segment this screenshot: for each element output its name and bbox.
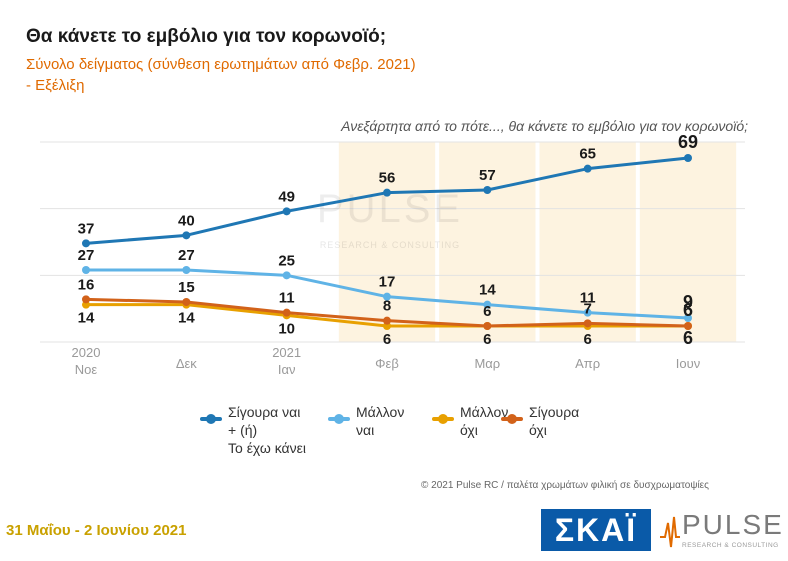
- legend-label-line: ναι: [356, 422, 375, 438]
- legend-label-line: Σίγουρα ναι: [228, 404, 301, 420]
- data-point: [182, 266, 191, 274]
- data-point: [583, 308, 592, 317]
- data-label: 11: [279, 290, 295, 307]
- watermark-tag: RESEARCH & CONSULTING: [320, 240, 460, 250]
- data-point: [82, 239, 90, 248]
- pulse-logo-tag: RESEARCH & CONSULTING: [682, 542, 779, 549]
- legend-label-line: όχι: [529, 422, 547, 438]
- chart-title: Θα κάνετε το εμβόλιο για τον κορωνοϊό;: [26, 26, 387, 47]
- data-label: 69: [678, 132, 698, 152]
- data-label: 40: [178, 212, 195, 229]
- survey-question: Ανεξάρτητα από το πότε..., θα κάνετε το …: [341, 118, 748, 134]
- data-point: [383, 292, 391, 301]
- data-label: 10: [278, 320, 295, 337]
- legend-label: Μάλλον ναι: [356, 403, 404, 439]
- data-label: 6: [383, 331, 391, 348]
- data-point: [583, 319, 592, 328]
- legend-swatch: [200, 414, 222, 424]
- legend-label-line: + (ή): [228, 422, 258, 438]
- x-tick-label: Νοε: [75, 362, 98, 377]
- x-tick-label: Δεκ: [176, 356, 197, 371]
- chart-subtitle: Σύνολο δείγματος (σύνθεση ερωτημάτων από…: [26, 56, 416, 73]
- survey-date: 31 Μαΐου - 2 Ιουνίου 2021: [6, 522, 187, 539]
- data-label: 6: [483, 303, 491, 320]
- legend-swatch: [432, 414, 454, 424]
- data-label: 9: [683, 292, 693, 312]
- data-label: 57: [479, 167, 496, 184]
- legend-label-line: Μάλλον: [356, 404, 405, 420]
- pulse-logo: PULSE RESEARCH & CONSULTING: [660, 509, 782, 553]
- data-label: 37: [78, 220, 95, 237]
- data-label: 49: [278, 188, 295, 205]
- legend-label: Σίγουρα όχι: [529, 403, 579, 439]
- data-label: 6: [483, 331, 491, 348]
- legend-swatch: [328, 414, 350, 424]
- data-label: 8: [383, 298, 391, 315]
- data-label: 14: [479, 282, 496, 299]
- data-point: [282, 207, 291, 216]
- data-label: 14: [178, 310, 195, 327]
- pulse-wave-icon: [660, 516, 680, 548]
- legend-label-line: Μάλλον: [460, 404, 509, 420]
- data-point: [684, 154, 692, 162]
- chart-subtitle-2: - Εξέλιξη: [26, 77, 85, 94]
- highlight-column: [639, 142, 737, 342]
- data-label: 16: [78, 276, 95, 293]
- credit-text: © 2021 Pulse RC / παλέτα χρωμάτων φιλική…: [421, 480, 709, 491]
- data-point: [82, 266, 90, 274]
- x-tick-label: Φεβ: [375, 356, 399, 371]
- legend-label: Μάλλον όχι: [460, 403, 508, 439]
- pulse-logo-word: PULSE: [682, 509, 784, 540]
- data-label: 17: [379, 274, 396, 291]
- data-label: 14: [78, 310, 95, 327]
- data-label: 56: [379, 170, 396, 187]
- legend-label-line: Το έχω κάνει: [228, 440, 306, 456]
- x-tick-label: 2021: [272, 345, 301, 360]
- data-label: 6: [683, 328, 693, 348]
- x-tick-label: Ιαν: [278, 362, 296, 377]
- data-point: [182, 231, 191, 240]
- data-label: 27: [78, 247, 95, 264]
- legend-swatch: [501, 414, 523, 424]
- data-point: [182, 298, 191, 306]
- data-point: [82, 295, 90, 304]
- data-point: [383, 188, 391, 197]
- x-tick-label: Μαρ: [474, 356, 500, 371]
- data-label: 25: [278, 252, 295, 269]
- data-point: [583, 164, 592, 173]
- x-tick-label: 2020: [72, 345, 101, 360]
- data-point: [483, 322, 492, 330]
- data-point: [483, 300, 492, 309]
- data-label: 6: [683, 300, 693, 320]
- data-label: 7: [583, 300, 591, 317]
- data-point: [282, 271, 291, 280]
- data-label: 27: [178, 247, 195, 264]
- legend-label: Σίγουρα ναι + (ή) Το έχω κάνει: [228, 403, 306, 457]
- data-point: [483, 186, 492, 194]
- data-point: [684, 314, 692, 322]
- data-point: [383, 316, 391, 325]
- data-label: 6: [583, 331, 591, 348]
- legend-label-line: Σίγουρα: [529, 404, 580, 420]
- data-point: [282, 308, 291, 317]
- data-label: 65: [579, 146, 596, 163]
- highlight-column: [338, 142, 436, 342]
- data-label: 11: [580, 290, 596, 307]
- x-tick-label: Ιουν: [676, 356, 700, 371]
- skai-logo: ΣΚΑΪ: [541, 509, 651, 551]
- x-tick-label: Απρ: [575, 356, 600, 371]
- data-point: [684, 322, 692, 330]
- legend-label-line: όχι: [460, 422, 478, 438]
- data-label: 15: [178, 279, 195, 296]
